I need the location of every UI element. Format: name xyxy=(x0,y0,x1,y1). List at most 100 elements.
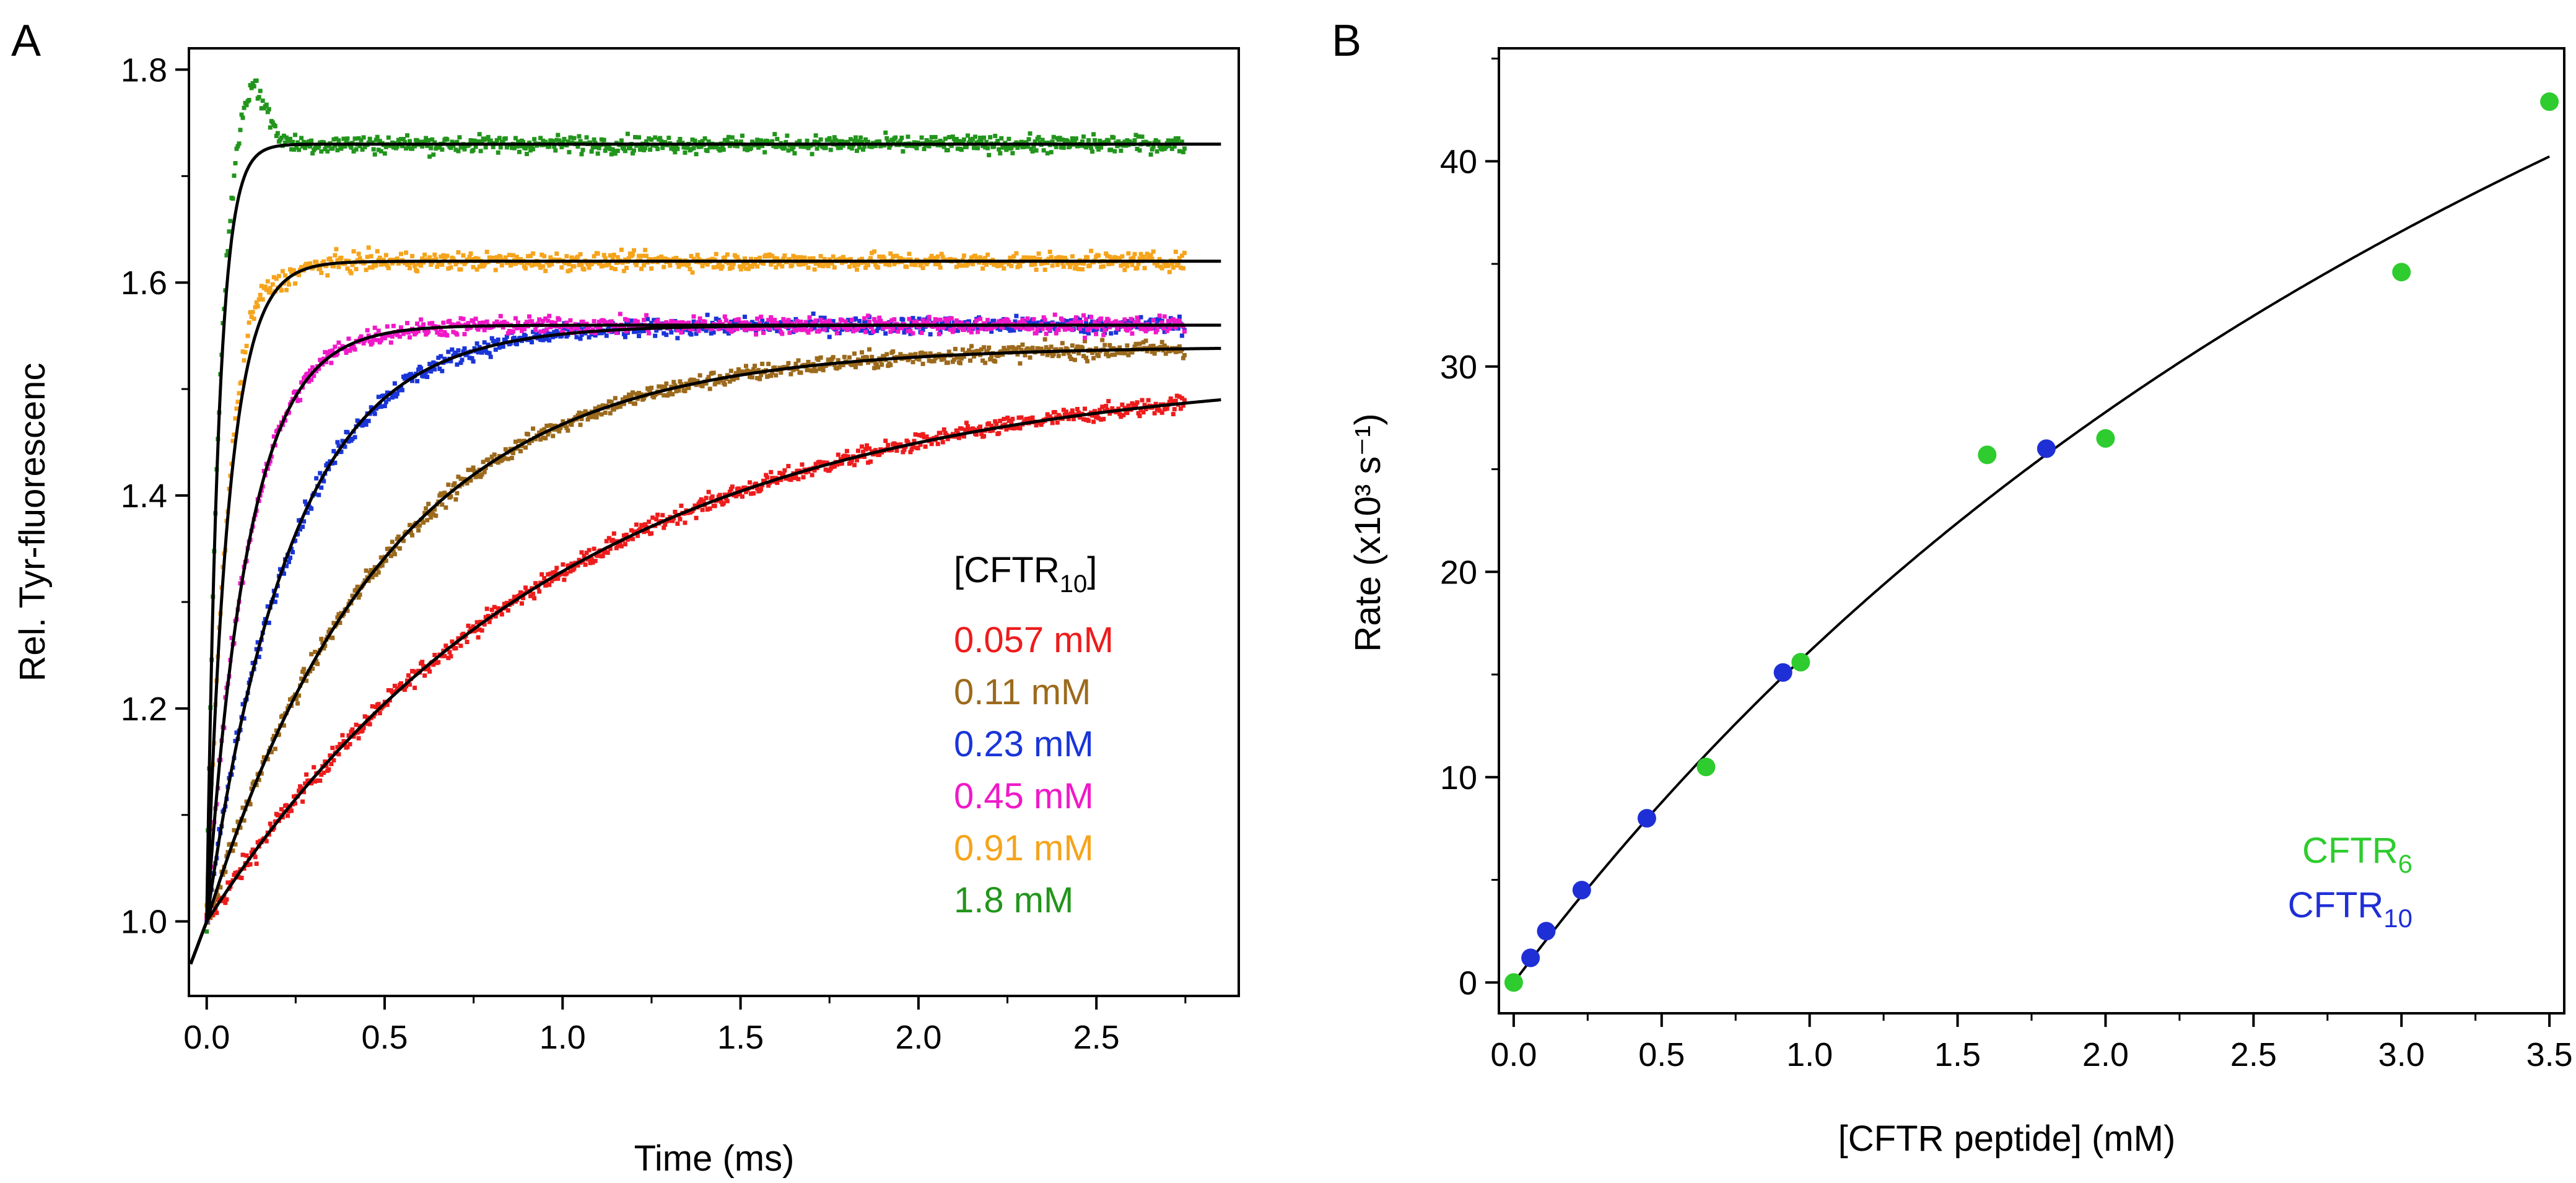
panel-a-data-point xyxy=(1005,415,1010,420)
panel-a-data-point xyxy=(450,139,455,144)
panel-a-data-point xyxy=(360,147,365,152)
panel-a-data-point xyxy=(448,359,453,364)
panel-a-data-point xyxy=(608,411,613,416)
panel-a-data-point xyxy=(865,443,870,448)
panel-a-data-point xyxy=(1040,351,1045,356)
panel-a-data-point xyxy=(876,326,881,331)
panel-a-data-point xyxy=(484,319,489,324)
panel-a-data-point xyxy=(822,256,827,261)
panel-a-data-point xyxy=(643,248,648,253)
panel-a-data-point xyxy=(530,319,535,324)
panel-a-data-point xyxy=(343,144,347,149)
panel-a-data-point xyxy=(473,627,478,632)
panel-a-data-point xyxy=(551,334,556,339)
panel-a-data-point xyxy=(369,254,373,259)
panel-a-data-point xyxy=(674,321,679,326)
panel-a-data-point xyxy=(717,492,722,497)
panel-a-data-point xyxy=(678,136,683,141)
panel-a-data-point xyxy=(736,486,741,491)
panel-a-data-point xyxy=(1177,149,1182,154)
panel-a-data-point xyxy=(891,349,896,354)
panel-a-data-point xyxy=(361,725,366,730)
panel-a-data-point xyxy=(503,136,508,141)
panel-a-data-point xyxy=(751,491,756,496)
panel-a-data-point xyxy=(535,332,539,337)
panel-a-data-point xyxy=(561,562,565,567)
panel-a-data-point xyxy=(1162,330,1167,334)
panel-a-data-point xyxy=(792,476,797,481)
panel-a-legend-entry: 0.057 mM xyxy=(954,620,1114,660)
panel-a-data-point xyxy=(1086,418,1091,423)
panel-a-data-point xyxy=(543,268,548,273)
panel-a-data-point xyxy=(910,144,915,149)
panel-a-data-point xyxy=(961,253,966,258)
panel-a-data-point xyxy=(821,321,826,326)
panel-a-data-point xyxy=(797,262,802,267)
panel-a-data-point xyxy=(237,875,242,880)
panel-a-data-point xyxy=(1096,354,1101,359)
panel-a-data-point xyxy=(362,144,367,149)
panel-a-data-point xyxy=(951,326,956,331)
panel-a-data-point xyxy=(982,261,987,266)
panel-a-data-point xyxy=(692,326,697,331)
panel-a-data-point xyxy=(946,316,951,321)
panel-a-data-point xyxy=(280,269,285,274)
panel-a-data-point xyxy=(401,538,406,543)
panel-a-data-point xyxy=(1014,347,1019,352)
panel-a-data-point xyxy=(422,510,427,515)
panel-a-data-point xyxy=(514,326,519,331)
panel-a-data-point xyxy=(811,256,816,261)
panel-a-data-point xyxy=(548,255,553,260)
panel-a-data-point xyxy=(468,251,473,256)
panel-a-data-point xyxy=(1150,256,1155,261)
panel-a-data-point xyxy=(232,827,237,832)
panel-a-data-point xyxy=(714,316,718,321)
panel-a-data-point xyxy=(786,318,791,323)
panel-a-data-point xyxy=(1070,327,1075,332)
panel-a-data-point xyxy=(249,315,254,320)
panel-a-data-point xyxy=(705,507,710,512)
panel-a-data-point xyxy=(827,334,832,339)
panel-a-data-point xyxy=(603,548,608,553)
panel-a-data-point xyxy=(758,321,762,326)
panel-a-data-point xyxy=(285,278,290,283)
panel-a-data-point xyxy=(451,330,456,334)
panel-a-data-point xyxy=(637,135,642,140)
panel-a-data-point xyxy=(854,360,859,365)
panel-a-data-point xyxy=(268,821,273,826)
panel-a-data-point xyxy=(216,893,220,898)
panel-a-data-point xyxy=(561,330,565,334)
panel-a-data-point xyxy=(478,619,483,624)
panel-a-data-point xyxy=(1002,145,1006,150)
panel-a-data-point xyxy=(487,619,492,624)
panel-a-data-point xyxy=(1122,139,1127,144)
panel-a-data-point xyxy=(462,147,467,152)
panel-a-data-point xyxy=(966,319,971,324)
panel-a-data-point xyxy=(297,788,302,793)
panel-a-data-point xyxy=(567,325,572,330)
panel-a-data-point xyxy=(1066,261,1071,266)
panel-a-data-point xyxy=(785,320,790,325)
panel-a-data-point xyxy=(556,576,561,581)
panel-a-data-point xyxy=(518,336,523,341)
panel-a-data-point xyxy=(367,570,372,575)
panel-a-data-point xyxy=(546,318,551,323)
panel-a-data-point xyxy=(351,149,356,154)
panel-a-data-point xyxy=(629,318,634,323)
panel-a-data-point xyxy=(818,254,823,259)
panel-a-data-point xyxy=(647,519,652,524)
panel-a-data-point xyxy=(888,330,893,334)
panel-a-data-point xyxy=(938,317,943,322)
panel-a-data-point xyxy=(585,262,590,267)
panel-a-data-point xyxy=(948,327,953,332)
panel-a-data-point xyxy=(1133,320,1138,325)
panel-a-data-point xyxy=(1124,261,1129,266)
panel-a-data-point xyxy=(733,139,738,144)
panel-a-data-point xyxy=(1106,138,1111,143)
panel-a-data-point xyxy=(242,818,247,823)
panel-a-data-point xyxy=(644,313,649,318)
panel-a-data-point xyxy=(468,626,473,631)
panel-a-data-point xyxy=(1112,149,1117,154)
panel-a-data-point xyxy=(341,136,346,141)
panel-a-data-point xyxy=(507,253,512,258)
